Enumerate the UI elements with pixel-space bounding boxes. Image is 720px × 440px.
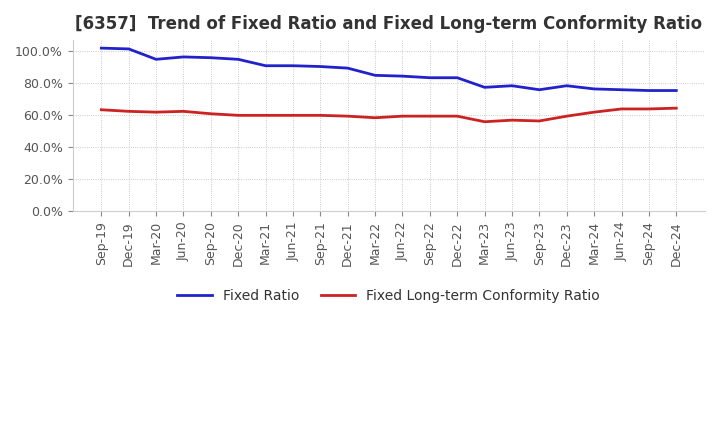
Fixed Ratio xyxy=(617,87,626,92)
Fixed Long-term Conformity Ratio xyxy=(152,110,161,115)
Fixed Ratio xyxy=(343,66,352,71)
Fixed Ratio xyxy=(152,57,161,62)
Fixed Long-term Conformity Ratio xyxy=(453,114,462,119)
Fixed Ratio xyxy=(261,63,270,68)
Fixed Long-term Conformity Ratio xyxy=(234,113,243,118)
Fixed Ratio xyxy=(508,83,516,88)
Line: Fixed Ratio: Fixed Ratio xyxy=(102,48,676,91)
Fixed Ratio xyxy=(672,88,680,93)
Fixed Long-term Conformity Ratio xyxy=(289,113,297,118)
Title: [6357]  Trend of Fixed Ratio and Fixed Long-term Conformity Ratio: [6357] Trend of Fixed Ratio and Fixed Lo… xyxy=(75,15,703,33)
Fixed Long-term Conformity Ratio xyxy=(617,106,626,112)
Fixed Ratio xyxy=(179,54,188,59)
Fixed Long-term Conformity Ratio xyxy=(97,107,106,112)
Fixed Ratio xyxy=(453,75,462,81)
Fixed Ratio xyxy=(590,86,598,92)
Fixed Ratio xyxy=(316,64,325,69)
Fixed Ratio xyxy=(426,75,434,81)
Fixed Ratio xyxy=(480,84,489,90)
Legend: Fixed Ratio, Fixed Long-term Conformity Ratio: Fixed Ratio, Fixed Long-term Conformity … xyxy=(172,283,606,308)
Fixed Long-term Conformity Ratio xyxy=(426,114,434,119)
Fixed Long-term Conformity Ratio xyxy=(535,118,544,124)
Fixed Long-term Conformity Ratio xyxy=(590,110,598,115)
Fixed Long-term Conformity Ratio xyxy=(644,106,653,112)
Fixed Ratio xyxy=(234,57,243,62)
Fixed Ratio xyxy=(562,83,571,88)
Fixed Long-term Conformity Ratio xyxy=(261,113,270,118)
Fixed Long-term Conformity Ratio xyxy=(125,109,133,114)
Fixed Long-term Conformity Ratio xyxy=(371,115,379,121)
Fixed Ratio xyxy=(207,55,215,60)
Fixed Long-term Conformity Ratio xyxy=(179,109,188,114)
Fixed Long-term Conformity Ratio xyxy=(672,106,680,111)
Fixed Ratio xyxy=(371,73,379,78)
Fixed Ratio xyxy=(97,45,106,51)
Fixed Long-term Conformity Ratio xyxy=(207,111,215,117)
Fixed Long-term Conformity Ratio xyxy=(316,113,325,118)
Fixed Ratio xyxy=(535,87,544,92)
Fixed Ratio xyxy=(398,73,407,79)
Fixed Long-term Conformity Ratio xyxy=(480,119,489,125)
Fixed Ratio xyxy=(125,46,133,51)
Fixed Long-term Conformity Ratio xyxy=(508,117,516,123)
Fixed Ratio xyxy=(644,88,653,93)
Line: Fixed Long-term Conformity Ratio: Fixed Long-term Conformity Ratio xyxy=(102,108,676,122)
Fixed Long-term Conformity Ratio xyxy=(343,114,352,119)
Fixed Ratio xyxy=(289,63,297,68)
Fixed Long-term Conformity Ratio xyxy=(562,114,571,119)
Fixed Long-term Conformity Ratio xyxy=(398,114,407,119)
